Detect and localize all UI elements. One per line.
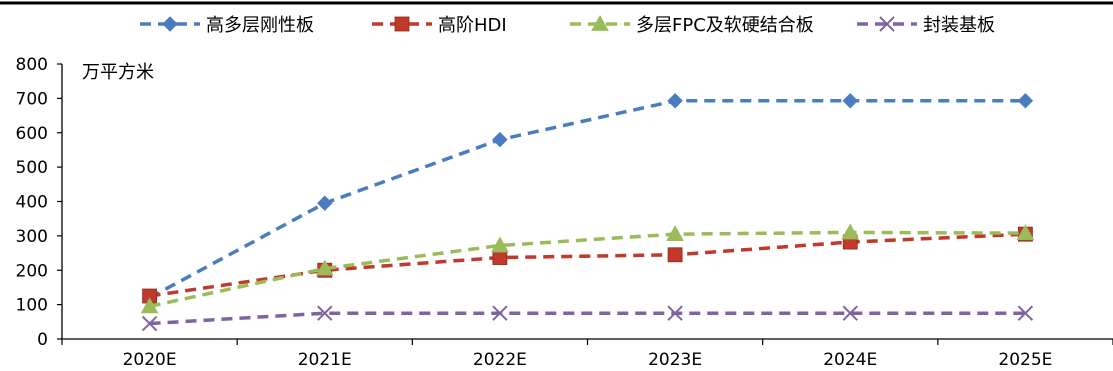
x-tick-label: 2022E [473, 350, 527, 370]
data-point [842, 93, 858, 109]
series-line [148, 99, 1026, 300]
x-tick-label: 2020E [123, 350, 177, 370]
legend-label: 高多层刚性板 [206, 15, 314, 36]
legend-marker [591, 14, 609, 31]
data-point [317, 195, 333, 211]
data-point [666, 225, 684, 242]
data-point [315, 259, 334, 276]
series-4 [141, 305, 1034, 332]
y-tick-label: 300 [16, 227, 48, 247]
series-3 [140, 223, 1035, 314]
series-2 [142, 226, 1033, 304]
data-point [492, 250, 508, 265]
data-point [841, 223, 860, 240]
data-point [1017, 305, 1034, 321]
y-tick-label: 0 [37, 330, 48, 350]
y-tick-label: 100 [16, 296, 48, 316]
data-point [492, 305, 508, 321]
data-point [140, 297, 159, 314]
series-line [149, 311, 1026, 326]
series-1 [141, 93, 1034, 306]
x-tick-label: 2021E [298, 350, 352, 370]
y-tick-label: 400 [16, 193, 48, 213]
data-point [491, 236, 509, 253]
axes: 0 100 200 300 400 500 600 700 800 2020E 2021E 2022E… [16, 55, 1113, 370]
data-point [317, 305, 333, 321]
series-line [149, 230, 1026, 309]
y-tick-label: 800 [16, 55, 48, 75]
legend-marker [162, 16, 178, 32]
data-point [667, 247, 683, 263]
legend-label: 封装基板 [923, 15, 995, 36]
series-layer [140, 93, 1035, 332]
legend-item: 高阶HDI [372, 15, 507, 36]
data-point [667, 305, 683, 321]
data-point [842, 305, 858, 321]
legend-marker [394, 16, 410, 32]
y-axis-unit-label: 万平方米 [82, 62, 154, 83]
y-tick-label: 500 [16, 158, 48, 178]
x-tick-label: 2025E [998, 350, 1052, 370]
data-point [667, 93, 683, 109]
x-tick-label: 2024E [823, 350, 877, 370]
data-point [141, 315, 158, 332]
legend-item: 多层FPC及软硬结合板 [570, 14, 814, 36]
legend-item: 封装基板 [857, 15, 995, 36]
legend-label: 多层FPC及软硬结合板 [636, 15, 814, 36]
legend-item: 高多层刚性板 [140, 15, 314, 36]
legend: 高多层刚性板 高阶HDI 多层FPC及软硬结合板 封装基板 [140, 14, 995, 36]
y-tick-label: 700 [16, 89, 48, 109]
legend-label: 高阶HDI [438, 15, 507, 36]
x-tick-label: 2023E [648, 350, 702, 370]
y-tick-label: 200 [16, 261, 48, 281]
y-tick-label: 600 [16, 124, 48, 144]
legend-marker [879, 16, 895, 32]
data-point [1017, 93, 1034, 109]
data-point [1016, 224, 1035, 241]
series-line [149, 232, 1026, 298]
data-point [492, 131, 508, 148]
